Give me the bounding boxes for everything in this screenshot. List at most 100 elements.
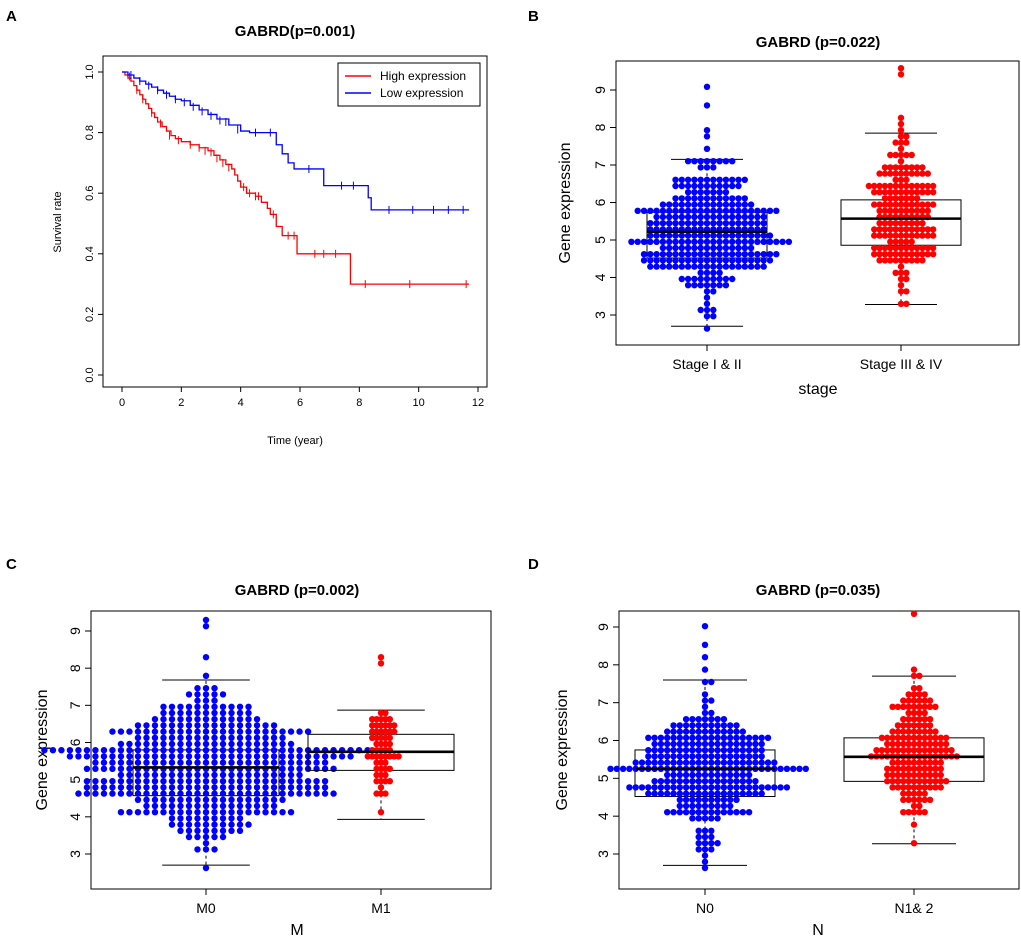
panel-d-data-point — [689, 796, 696, 803]
panel-b-data-point — [929, 251, 937, 258]
panel-b-data-point — [876, 207, 883, 214]
panel-d-data-point — [714, 815, 721, 822]
panel-c-data-point — [377, 809, 385, 816]
panel-d-data-point — [905, 703, 912, 710]
panel-d-data-point — [733, 734, 740, 741]
panel-c-data-point — [177, 796, 184, 803]
panel-d-data-point — [720, 796, 728, 803]
panel-b-data-point — [903, 164, 910, 171]
panel-c-data-point — [177, 815, 184, 822]
panel-b-data-point — [913, 226, 921, 233]
panel-c-data-point — [228, 827, 235, 834]
panel-d-data-point — [905, 784, 912, 791]
panel-d-data-point — [873, 747, 880, 754]
panel-d-data-point — [937, 765, 944, 772]
panel-c-data-point — [364, 753, 371, 760]
panel-c-data-point — [382, 722, 389, 729]
panel-b-data-point — [903, 220, 910, 227]
panel-c-data-point — [382, 765, 389, 772]
panel-d-data-point — [739, 809, 746, 816]
panel-d-data-point — [878, 734, 886, 741]
panel-c-data-point — [211, 796, 218, 803]
panel-b-data-point — [716, 213, 723, 221]
panel-c-data-point — [160, 703, 167, 710]
panel-d-data-point — [889, 747, 896, 754]
panel-d-data-point — [905, 722, 912, 729]
panel-b-data-point — [703, 189, 711, 196]
panel-d-data-point — [942, 740, 950, 748]
panel-b-data-point — [887, 151, 894, 159]
panel-d-data-point — [745, 784, 753, 791]
panel-c-data-point — [117, 759, 125, 766]
panel-b-data-point — [678, 263, 685, 270]
panel-c-data-point — [279, 753, 286, 760]
panel-b-data-point — [710, 232, 717, 239]
panel-b-data-point — [754, 251, 761, 258]
panel-d-data-point — [670, 784, 677, 791]
panel-c-data-point — [202, 691, 210, 698]
panel-d-data-point — [727, 802, 734, 810]
panel-b-data-point — [919, 220, 926, 227]
panel-d-data-point — [900, 703, 907, 710]
panel-b-data-point — [659, 257, 667, 264]
panel-b-data-point — [697, 257, 704, 264]
panel-c-data-point — [185, 740, 193, 748]
panel-c-data-point — [304, 790, 312, 797]
panel-b-data-point — [729, 158, 736, 165]
panel-b-data-point — [672, 257, 679, 264]
panel-d-data-point — [701, 697, 709, 704]
panel-b-data-point — [703, 300, 711, 307]
panel-d-data-point — [894, 771, 902, 779]
panel-b-data-point — [887, 207, 894, 214]
panel-c-data-point — [185, 703, 193, 710]
panel-c-data-point — [92, 747, 99, 754]
panel-c-data-point — [287, 809, 295, 816]
panel-c-data-point — [202, 623, 210, 630]
panel-b-data-point — [735, 207, 742, 214]
panel-b-data-point — [760, 220, 767, 227]
panel-d-data-point — [905, 778, 912, 785]
panel-d-data-point — [708, 709, 715, 717]
panel-c-data-point — [313, 778, 320, 785]
panel-d-data-point — [894, 728, 902, 735]
panel-d-data-point — [664, 778, 671, 785]
panel-c-data-point — [245, 790, 252, 797]
panel-b-data-point — [773, 251, 780, 258]
panel-b-data-point — [628, 238, 635, 245]
panel-b-data-point — [735, 232, 742, 239]
panel-c-data-point — [245, 740, 252, 748]
panel-c-data-point — [228, 784, 235, 791]
panel-d-data-point — [682, 771, 690, 779]
panel-c-data-point — [377, 728, 385, 735]
panel-c-data-point — [100, 778, 108, 785]
panel-c-data-point — [151, 747, 159, 754]
panel-c-data-point — [168, 815, 176, 822]
panel-b-data-point — [703, 244, 711, 252]
panel-c-data-point — [262, 790, 269, 797]
panel-c-data-point — [287, 740, 295, 748]
panel-b-data-point — [897, 288, 905, 295]
panel-d-data-point — [916, 697, 923, 704]
panel-c-data-point — [296, 728, 303, 735]
panel-b-data-point — [659, 213, 667, 221]
panel-c-data-point — [117, 740, 125, 748]
panel-d-data-point — [733, 796, 740, 803]
panel-c-data-point — [117, 728, 125, 735]
panel-b-data-point — [913, 251, 921, 258]
panel-d-data-point — [676, 734, 683, 741]
panel-d-data-point — [708, 802, 715, 810]
panel-d-data-point — [910, 802, 918, 810]
panel-b-data-point — [697, 201, 704, 208]
panel-d-data-point — [905, 790, 912, 797]
panel-c-data-point — [270, 728, 278, 735]
panel-b-data-point — [697, 182, 704, 190]
panel-c-data-point — [228, 703, 235, 710]
panel-c-data-point — [245, 734, 252, 741]
panel-d-data-point — [720, 716, 728, 723]
panel-b-data-point — [710, 244, 717, 252]
panel-c-data-point — [126, 740, 133, 748]
panel-b-data-point — [666, 220, 673, 227]
panel-b-data-point — [697, 251, 704, 258]
panel-d-data-point — [884, 765, 891, 772]
panel-c-data-point — [83, 784, 91, 791]
